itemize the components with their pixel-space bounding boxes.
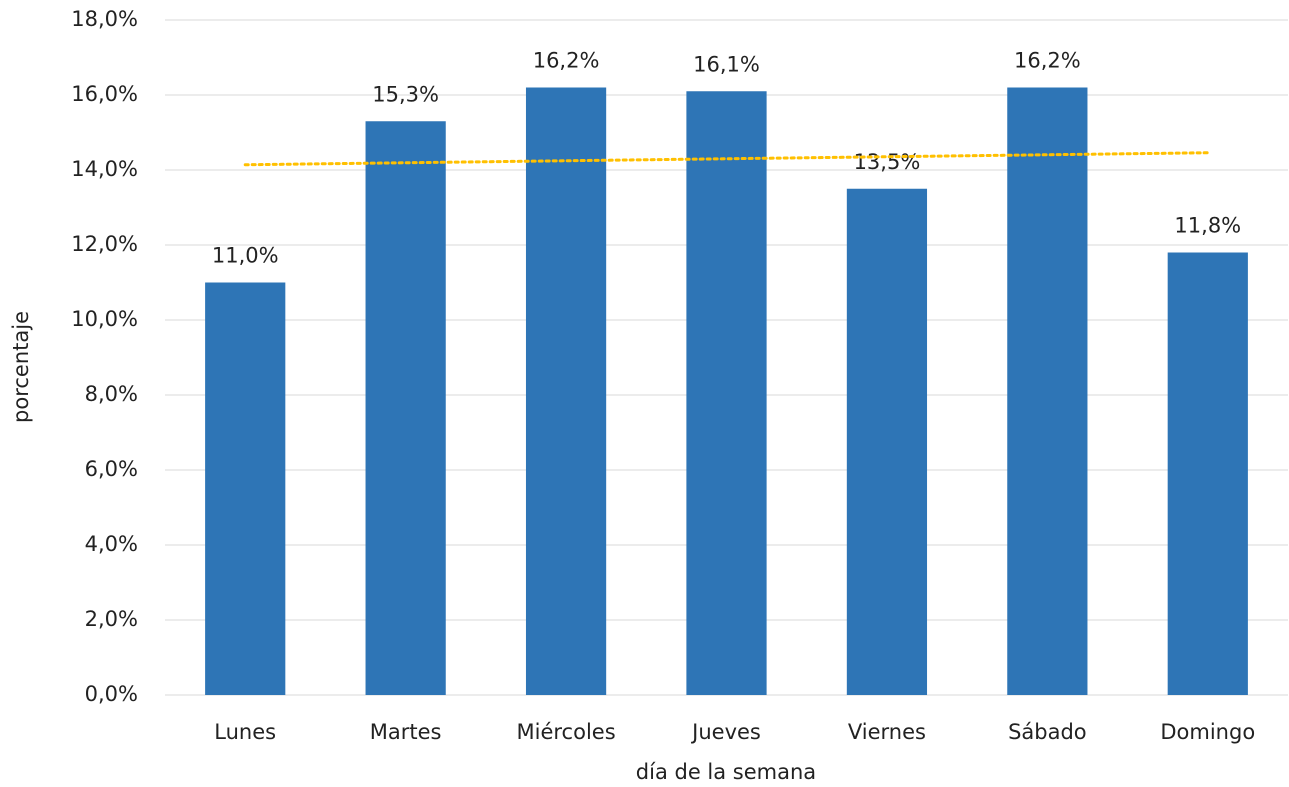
bar [525,87,607,695]
x-tick-label: Jueves [690,720,761,744]
bar [1007,87,1088,695]
y-tick-label: 16,0% [71,82,138,106]
data-label: 16,1% [693,52,760,76]
y-tick-label: 6,0% [85,457,138,481]
trendline [243,151,1210,167]
y-tick-label: 14,0% [71,157,138,181]
data-label: 16,2% [1014,49,1081,73]
bar [365,121,446,695]
bar [846,188,928,695]
x-tick-label: Miércoles [517,720,616,744]
data-label: 11,0% [212,244,279,268]
x-tick-label: Domingo [1160,720,1255,744]
x-axis-title: día de la semana [636,760,816,784]
y-tick-label: 10,0% [71,307,138,331]
x-tick-label: Martes [370,720,442,744]
x-tick-label: Viernes [848,720,926,744]
y-tick-label: 18,0% [71,7,138,31]
y-tick-label: 12,0% [71,232,138,256]
y-tick-label: 8,0% [85,382,138,406]
bar [1167,252,1248,695]
data-label: 16,2% [533,49,600,73]
x-tick-label: Lunes [214,720,276,744]
bar [686,91,767,695]
x-tick-label: Sábado [1008,720,1087,744]
y-axis-title: porcentaje [9,311,33,423]
y-tick-label: 4,0% [85,532,138,556]
y-tick-label: 0,0% [85,682,138,706]
data-label: 13,5% [854,150,921,174]
y-tick-label: 2,0% [85,607,138,631]
data-label: 15,3% [372,82,439,106]
bar [205,282,286,695]
data-label: 11,8% [1174,214,1241,238]
